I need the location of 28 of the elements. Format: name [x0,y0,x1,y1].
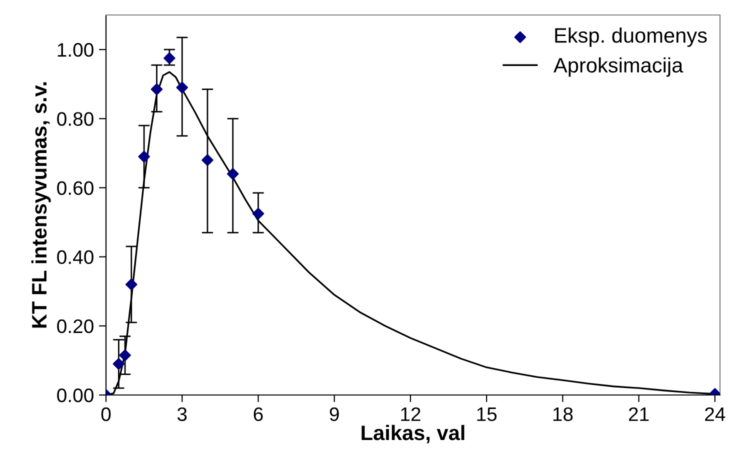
y-tick-label: 0.20 [57,319,94,334]
x-tick-label: 18 [553,407,573,422]
x-axis-title: Laikas, val [362,424,464,444]
x-tick-label: 3 [177,407,187,422]
x-tick-label: 15 [477,408,497,422]
point [138,150,150,163]
x-tick-label: 12 [401,407,420,421]
point [125,278,138,290]
point [176,82,188,94]
y-tick-label: 0.00 [57,388,94,402]
point [112,358,125,370]
legend-label: Eksp. duomenys [555,28,707,47]
point [252,208,264,220]
x-tick-label: 6 [254,407,263,422]
y-tick-label: 0.60 [57,181,94,195]
y-axis-title: KT FL intensyvumas, s.v. [31,82,51,328]
x-tick-label: 9 [330,407,339,422]
y-tick-label: 1.00 [58,43,94,57]
point [119,349,131,362]
point [150,83,163,96]
x-tick-label: 0 [101,407,111,422]
x-tick-label: 21 [628,407,649,421]
y-tick-label: 0.40 [57,250,94,264]
legend-label: Aproksimacija [554,57,684,77]
x-tick-label: 24 [705,407,726,421]
point [226,168,239,180]
point [202,154,214,166]
y-tick-label: 0.80 [57,112,94,126]
